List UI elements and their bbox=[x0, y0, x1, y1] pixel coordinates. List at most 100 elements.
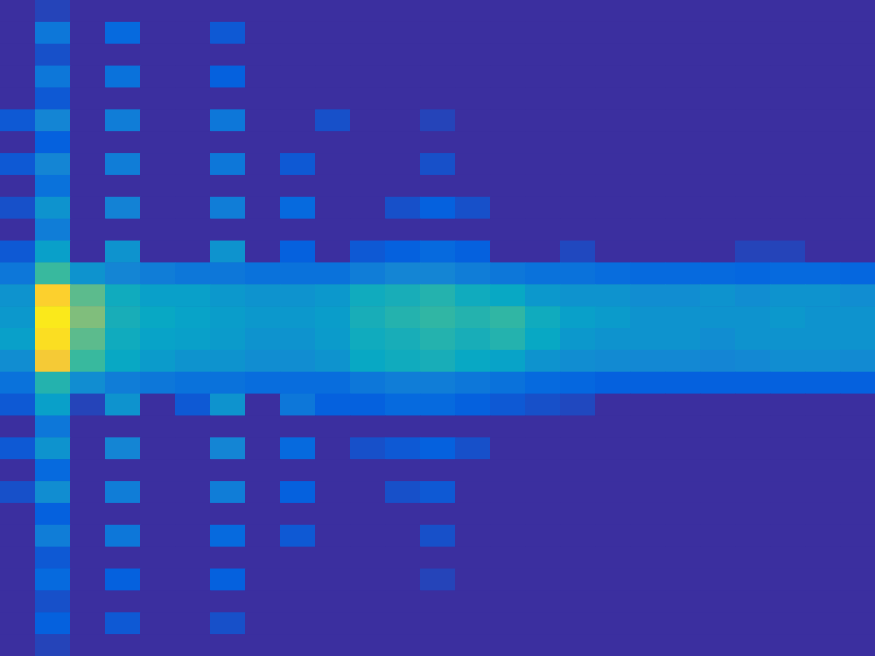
heatmap-cell bbox=[350, 241, 386, 263]
heatmap-cell bbox=[805, 219, 841, 241]
heatmap-cell bbox=[70, 87, 106, 109]
heatmap-cell bbox=[70, 153, 106, 175]
heatmap-cell bbox=[175, 44, 211, 66]
heatmap-cell bbox=[630, 306, 666, 328]
heatmap-cell bbox=[280, 459, 316, 481]
heatmap-cell bbox=[525, 262, 561, 284]
heatmap-cell bbox=[595, 481, 631, 503]
heatmap-cell bbox=[175, 350, 211, 372]
heatmap-cell bbox=[0, 306, 36, 328]
heatmap-cell bbox=[665, 590, 701, 612]
heatmap-cell bbox=[560, 525, 596, 547]
heatmap-cell bbox=[840, 328, 875, 350]
heatmap-cell bbox=[665, 153, 701, 175]
heatmap-cell bbox=[490, 131, 526, 153]
heatmap-cell bbox=[315, 590, 351, 612]
heatmap-cell bbox=[665, 0, 701, 22]
heatmap-cell bbox=[805, 66, 841, 88]
heatmap-cell bbox=[420, 415, 456, 437]
heatmap-cell bbox=[455, 394, 491, 416]
heatmap-cell bbox=[210, 219, 246, 241]
heatmap-cell bbox=[665, 394, 701, 416]
heatmap-cell bbox=[805, 350, 841, 372]
heatmap-cell bbox=[525, 634, 561, 656]
heatmap-cell bbox=[455, 503, 491, 525]
heatmap-cell bbox=[35, 437, 71, 459]
heatmap-cell bbox=[630, 0, 666, 22]
heatmap-cell bbox=[525, 44, 561, 66]
heatmap-cell bbox=[525, 590, 561, 612]
heatmap-cell bbox=[595, 525, 631, 547]
heatmap-cell bbox=[245, 175, 281, 197]
heatmap-cell bbox=[105, 241, 141, 263]
heatmap-cell bbox=[525, 153, 561, 175]
heatmap-cell bbox=[840, 284, 875, 306]
heatmap-cell bbox=[420, 87, 456, 109]
heatmap-cell bbox=[770, 66, 806, 88]
heatmap-cell bbox=[665, 87, 701, 109]
heatmap-cell bbox=[350, 415, 386, 437]
heatmap-cell bbox=[280, 44, 316, 66]
heatmap-cell bbox=[455, 87, 491, 109]
heatmap-cell bbox=[420, 372, 456, 394]
heatmap-cell bbox=[840, 372, 875, 394]
heatmap-cell bbox=[665, 634, 701, 656]
heatmap-cell bbox=[805, 569, 841, 591]
heatmap-cell bbox=[700, 87, 736, 109]
heatmap-cell bbox=[455, 634, 491, 656]
heatmap-cell bbox=[420, 219, 456, 241]
heatmap-cell bbox=[665, 197, 701, 219]
heatmap-cell bbox=[70, 394, 106, 416]
heatmap-cell bbox=[245, 241, 281, 263]
heatmap-cell bbox=[210, 415, 246, 437]
heatmap-cell bbox=[210, 241, 246, 263]
heatmap-cell bbox=[630, 415, 666, 437]
heatmap-cell bbox=[245, 394, 281, 416]
heatmap-cell bbox=[525, 437, 561, 459]
heatmap-cell bbox=[595, 219, 631, 241]
heatmap-cell bbox=[315, 503, 351, 525]
heatmap-cell bbox=[350, 634, 386, 656]
heatmap-cell bbox=[70, 350, 106, 372]
heatmap-cell bbox=[0, 109, 36, 131]
heatmap-cell bbox=[490, 175, 526, 197]
heatmap-cell bbox=[0, 569, 36, 591]
heatmap-cell bbox=[770, 153, 806, 175]
heatmap-cell bbox=[525, 66, 561, 88]
heatmap-cell bbox=[210, 525, 246, 547]
heatmap-cell bbox=[630, 66, 666, 88]
heatmap-cell bbox=[0, 22, 36, 44]
heatmap-cell bbox=[0, 590, 36, 612]
heatmap-cell bbox=[840, 87, 875, 109]
heatmap-cell bbox=[280, 0, 316, 22]
heatmap-cell bbox=[140, 241, 176, 263]
heatmap-cell bbox=[315, 459, 351, 481]
heatmap-cell bbox=[315, 87, 351, 109]
heatmap-cell bbox=[140, 44, 176, 66]
heatmap-cell bbox=[770, 481, 806, 503]
heatmap-cell bbox=[665, 372, 701, 394]
heatmap-cell bbox=[35, 87, 71, 109]
heatmap-cell bbox=[840, 503, 875, 525]
heatmap-cell bbox=[70, 241, 106, 263]
heatmap-cell bbox=[630, 547, 666, 569]
heatmap-cell bbox=[350, 328, 386, 350]
heatmap-cell bbox=[385, 437, 421, 459]
heatmap-cell bbox=[630, 612, 666, 634]
heatmap-cell bbox=[455, 459, 491, 481]
heatmap-cell bbox=[665, 306, 701, 328]
heatmap-cell bbox=[210, 569, 246, 591]
heatmap-cell bbox=[630, 44, 666, 66]
heatmap-cell bbox=[525, 109, 561, 131]
heatmap-cell bbox=[0, 87, 36, 109]
heatmap-cell bbox=[105, 66, 141, 88]
heatmap-cell bbox=[0, 197, 36, 219]
heatmap-cell bbox=[35, 22, 71, 44]
heatmap-cell bbox=[700, 547, 736, 569]
heatmap-cell bbox=[595, 503, 631, 525]
heatmap-cell bbox=[385, 569, 421, 591]
heatmap-cell bbox=[140, 109, 176, 131]
heatmap-cell bbox=[490, 153, 526, 175]
heatmap-cell bbox=[140, 372, 176, 394]
heatmap-cell bbox=[735, 219, 771, 241]
